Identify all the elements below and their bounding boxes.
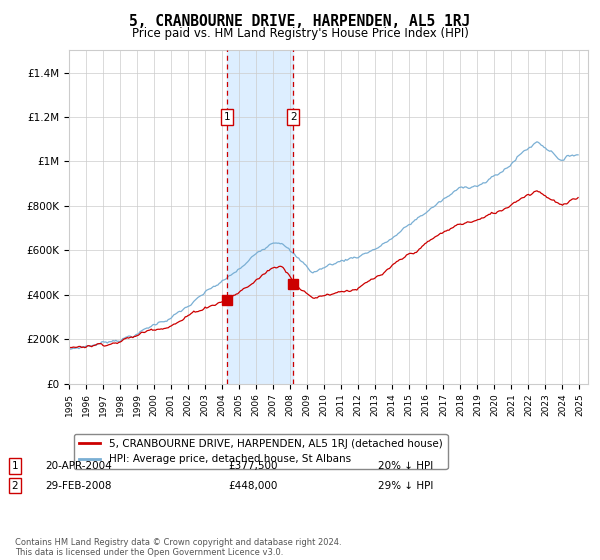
Text: 1: 1 (11, 461, 19, 471)
Bar (227, 50, 293, 384)
Text: 20-APR-2004: 20-APR-2004 (45, 461, 112, 471)
Text: Contains HM Land Registry data © Crown copyright and database right 2024.
This d: Contains HM Land Registry data © Crown c… (15, 538, 341, 557)
Text: 1: 1 (224, 112, 230, 122)
Text: £448,000: £448,000 (228, 480, 277, 491)
Text: 5, CRANBOURNE DRIVE, HARPENDEN, AL5 1RJ: 5, CRANBOURNE DRIVE, HARPENDEN, AL5 1RJ (130, 14, 470, 29)
Text: 2: 2 (290, 112, 296, 122)
Text: 2: 2 (11, 480, 19, 491)
Text: Price paid vs. HM Land Registry's House Price Index (HPI): Price paid vs. HM Land Registry's House … (131, 27, 469, 40)
Text: £377,500: £377,500 (228, 461, 277, 471)
Legend: 5, CRANBOURNE DRIVE, HARPENDEN, AL5 1RJ (detached house), HPI: Average price, de: 5, CRANBOURNE DRIVE, HARPENDEN, AL5 1RJ … (74, 434, 448, 469)
Text: 20% ↓ HPI: 20% ↓ HPI (378, 461, 433, 471)
Text: 29-FEB-2008: 29-FEB-2008 (45, 480, 112, 491)
Text: 29% ↓ HPI: 29% ↓ HPI (378, 480, 433, 491)
